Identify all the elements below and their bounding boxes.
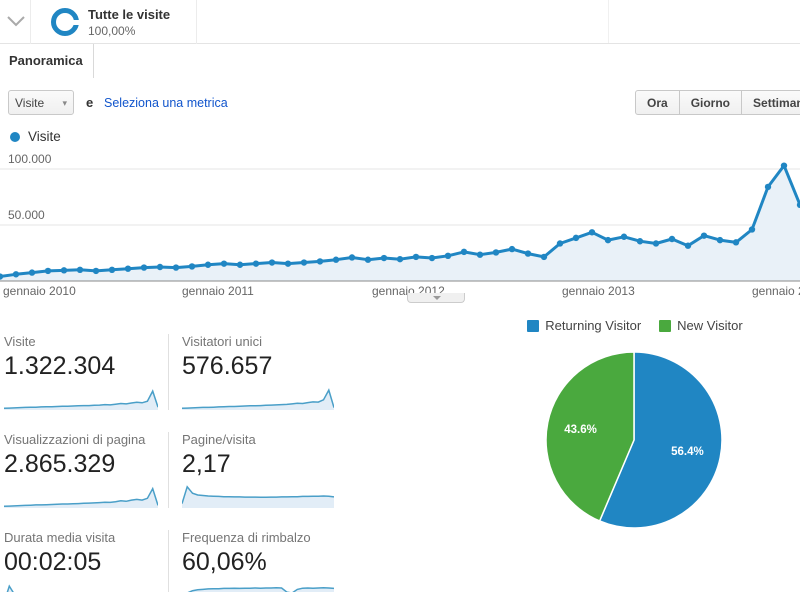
visitor-type-pie-chart[interactable]: 56.4% 43.6% xyxy=(514,348,754,533)
scorecard-sparkline xyxy=(187,587,334,592)
x-axis-labels: gennaio 2010 gennaio 2011 gennaio 2012 g… xyxy=(0,284,800,298)
y-axis-label-50k: 50.000 xyxy=(8,208,45,222)
scorecard-value: 1.322.304 xyxy=(4,352,116,380)
triangle-down-icon xyxy=(433,296,441,300)
pie-legend: Returning Visitor New Visitor xyxy=(510,318,760,333)
pie-legend-label: New Visitor xyxy=(677,318,743,333)
pie-legend-new[interactable]: New Visitor xyxy=(659,318,743,333)
granularity-ora-button[interactable]: Ora xyxy=(635,90,680,115)
granularity-giorno-button[interactable]: Giorno xyxy=(678,90,743,115)
scorecard-label: Visualizzazioni di pagina xyxy=(4,432,146,447)
x-tick-label: gennaio 2011 xyxy=(182,284,254,298)
svg-text:43.6%: 43.6% xyxy=(564,424,597,436)
legend-swatch-blue-icon xyxy=(527,319,540,332)
scorecard-value: 00:02:05 xyxy=(4,548,102,576)
segment-name: Tutte le visite xyxy=(88,7,171,22)
scorecard-sparkline xyxy=(4,389,158,410)
timeseries-legend-label: Visite xyxy=(28,129,61,144)
scorecard-value: 576.657 xyxy=(182,352,273,380)
y-axis-label-100k: 100.000 xyxy=(8,152,52,166)
metric-dropdown-label: Visite xyxy=(15,95,45,110)
svg-text:56.4%: 56.4% xyxy=(671,446,704,458)
pie-legend-returning[interactable]: Returning Visitor xyxy=(527,318,641,333)
scorecard-value: 2,17 xyxy=(182,450,231,478)
x-tick-label: gennaio 2014 xyxy=(752,284,800,298)
scorecard-visite[interactable]: Visite 1.322.304 xyxy=(4,334,168,410)
pie-legend-label: Returning Visitor xyxy=(545,318,642,333)
granularity-button-group: Ora Giorno Settimana Mese xyxy=(635,90,800,115)
conjunction-text: e xyxy=(86,95,94,110)
chart-collapse-handle[interactable] xyxy=(407,293,465,303)
chevron-down-icon xyxy=(7,16,25,27)
tab-row: Panoramica xyxy=(0,44,800,78)
segment-donut-icon xyxy=(51,8,80,36)
granularity-settimana-button[interactable]: Settimana xyxy=(741,90,800,115)
legend-dot-icon xyxy=(10,132,20,142)
scorecard-label: Visite xyxy=(4,334,36,349)
scorecard-visualizzazioni[interactable]: Visualizzazioni di pagina 2.865.329 xyxy=(4,432,168,508)
scorecard-value: 2.865.329 xyxy=(4,450,116,478)
scorecard-pagine-visita[interactable]: Pagine/visita 2,17 xyxy=(168,432,334,508)
scorecard-label: Frequenza di rimbalzo xyxy=(182,530,311,545)
x-tick-label: gennaio 2010 xyxy=(3,284,76,298)
scorecard-grid: Visite 1.322.304 Visitatori unici 576.65… xyxy=(4,334,346,592)
collapse-segments-button[interactable] xyxy=(0,0,31,44)
segment-percent: 100,00% xyxy=(88,24,136,38)
segment-card-all-visits[interactable]: Tutte le visite 100,00% xyxy=(31,0,197,44)
scorecard-sparkline xyxy=(6,584,14,592)
scorecard-visitatori-unici[interactable]: Visitatori unici 576.657 xyxy=(168,334,334,410)
scorecard-sparkline xyxy=(182,388,334,410)
strip-divider xyxy=(608,0,609,43)
tab-panoramica[interactable]: Panoramica xyxy=(0,44,94,78)
scorecard-frequenza-rimbalzo[interactable]: Frequenza di rimbalzo 60,06% xyxy=(168,530,334,592)
scorecard-value: 60,06% xyxy=(182,548,267,576)
scorecard-sparkline xyxy=(4,486,158,508)
metric-dropdown[interactable]: Visite ▾ xyxy=(8,90,74,115)
x-tick-label: gennaio 2013 xyxy=(562,284,635,298)
segment-strip: Tutte le visite 100,00% xyxy=(0,0,800,44)
scorecard-label: Visitatori unici xyxy=(182,334,262,349)
scorecard-sparkline xyxy=(182,485,334,508)
caret-down-icon: ▾ xyxy=(62,97,67,108)
scorecard-label: Pagine/visita xyxy=(182,432,256,447)
select-metric-link[interactable]: Seleziona una metrica xyxy=(104,96,228,110)
visits-line-chart[interactable] xyxy=(0,143,800,283)
legend-swatch-green-icon xyxy=(659,319,672,332)
scorecard-durata-media[interactable]: Durata media visita 00:02:05 xyxy=(4,530,168,592)
scorecard-label: Durata media visita xyxy=(4,530,116,545)
